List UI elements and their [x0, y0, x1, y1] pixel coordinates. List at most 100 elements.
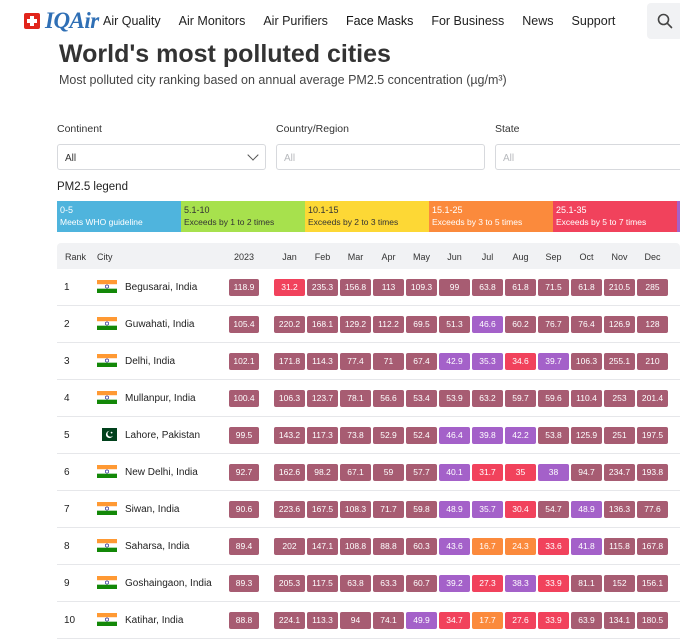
nav-air-monitors[interactable]: Air Monitors [178, 14, 246, 28]
monthly-value-cell: 94 [340, 612, 371, 629]
monthly-value-cell: 205.3 [274, 575, 305, 592]
header-month: Mar [347, 252, 364, 262]
table-row[interactable]: 4 Mullanpur, India 100.4 106.3 123.7 78.1 56.6… [57, 380, 680, 417]
city-link[interactable]: Siwan, India [125, 504, 180, 515]
monthly-value-cell: 60.2 [505, 316, 536, 333]
continent-value: All [65, 153, 77, 164]
monthly-value-cell: 81.1 [571, 575, 602, 592]
page-subtitle: Most polluted city ranking based on annu… [59, 73, 507, 87]
monthly-value-cell: 48.9 [439, 501, 470, 518]
monthly-value-cell: 33.9 [538, 612, 569, 629]
city-link[interactable]: Begusarai, India [125, 282, 198, 293]
city-link[interactable]: Saharsa, India [125, 541, 190, 552]
monthly-value-cell: 162.6 [274, 464, 305, 481]
city-link[interactable]: Guwahati, India [125, 319, 195, 330]
state-select[interactable]: All [495, 144, 680, 170]
india-flag-icon [97, 502, 117, 515]
monthly-value-cell: 24.3 [505, 538, 536, 555]
india-flag-icon [97, 576, 117, 589]
top-navigation-bar: IQAir Air Quality Air Monitors Air Purif… [0, 0, 680, 42]
monthly-value-cell: 35 [505, 464, 536, 481]
header-month: Aug [512, 252, 529, 262]
header-year: 2023 [233, 252, 255, 262]
annual-average-cell: 99.5 [229, 427, 259, 444]
monthly-value-cell: 143.2 [274, 427, 305, 444]
monthly-value-cell: 35.3 [472, 353, 503, 370]
nav-news[interactable]: News [522, 14, 554, 28]
monthly-value-cell: 147.1 [307, 538, 338, 555]
monthly-value-cell: 59.7 [505, 390, 536, 407]
logo-text: IQAir [45, 8, 99, 33]
monthly-value-cell: 106.3 [274, 390, 305, 407]
monthly-value-cell: 99 [439, 279, 470, 296]
monthly-value-cell: 117.3 [307, 427, 338, 444]
nav-air-purifiers[interactable]: Air Purifiers [263, 14, 328, 28]
monthly-value-cell: 63.3 [373, 575, 404, 592]
legend-range: 10.1-15 [308, 205, 339, 215]
table-row[interactable]: 1 Begusarai, India 118.9 31.2 235.3 156.8 113 1… [57, 269, 680, 306]
table-row[interactable]: 6 New Delhi, India 92.7 162.6 98.2 67.1 59 57.7… [57, 454, 680, 491]
table-row[interactable]: 3 Delhi, India 102.1 171.8 114.3 77.4 71 67.4 42… [57, 343, 680, 380]
legend-range: 15.1-25 [432, 205, 463, 215]
country-placeholder: All [284, 153, 296, 164]
monthly-value-cell: 52.9 [373, 427, 404, 444]
table-row[interactable]: 7 Siwan, India 90.6 223.6 167.5 108.3 71.7 59.8… [57, 491, 680, 528]
monthly-value-cell: 67.1 [340, 464, 371, 481]
city-link[interactable]: Katihar, India [125, 615, 184, 626]
monthly-value-cell: 77.6 [637, 501, 668, 518]
india-flag-icon [97, 613, 117, 626]
annual-average-cell: 105.4 [229, 316, 259, 333]
monthly-value-cell: 40.1 [439, 464, 470, 481]
monthly-value-cell: 52.4 [406, 427, 437, 444]
nav-air-quality[interactable]: Air Quality [103, 14, 161, 28]
monthly-value-cell: 38 [538, 464, 569, 481]
table-row[interactable]: 5 Lahore, Pakistan 99.5 143.2 117.3 73.8 52.9 5… [57, 417, 680, 454]
monthly-value-cell: 210 [637, 353, 668, 370]
nav-face-masks[interactable]: Face Masks [345, 14, 414, 28]
nav-for-business[interactable]: For Business [431, 14, 505, 28]
table-row[interactable]: 8 Saharsa, India 89.4 202 147.1 108.8 88.8 60.3… [57, 528, 680, 565]
country-select[interactable]: All [276, 144, 485, 170]
city-link[interactable]: Goshaingaon, India [125, 578, 212, 589]
annual-average-cell: 89.4 [229, 538, 259, 555]
monthly-value-cell: 33.6 [538, 538, 569, 555]
monthly-value-cell: 42.9 [439, 353, 470, 370]
monthly-value-cell: 108.8 [340, 538, 371, 555]
annual-average-cell: 88.8 [229, 612, 259, 629]
city-link[interactable]: Delhi, India [125, 356, 176, 367]
monthly-value-cell: 59.8 [406, 501, 437, 518]
monthly-value-cell: 180.5 [637, 612, 668, 629]
search-button[interactable] [647, 3, 680, 39]
table-row[interactable]: 2 Guwahati, India 105.4 220.2 168.1 129.2 112.… [57, 306, 680, 343]
monthly-value-cell: 285 [637, 279, 668, 296]
legend-segment: 5.1-10 Exceeds by 1 to 2 times [181, 201, 305, 232]
monthly-value-cell: 31.2 [274, 279, 305, 296]
pakistan-flag-icon [97, 428, 117, 441]
header-month: May [412, 252, 430, 262]
monthly-value-cell: 210.5 [604, 279, 635, 296]
city-link[interactable]: New Delhi, India [125, 467, 198, 478]
monthly-value-cell: 35.7 [472, 501, 503, 518]
monthly-value-cell: 30.4 [505, 501, 536, 518]
header-month: Jan [282, 252, 297, 262]
header-month: Oct [579, 252, 594, 262]
legend-segment: 10.1-15 Exceeds by 2 to 3 times [305, 201, 429, 232]
monthly-value-cell: 63.8 [340, 575, 371, 592]
monthly-value-cell: 43.6 [439, 538, 470, 555]
table-header: Rank City 2023 Jan Feb Mar Apr May Jun Jul Aug S… [57, 243, 680, 269]
chevron-down-icon [247, 149, 259, 161]
iqair-logo[interactable]: IQAir [24, 9, 99, 33]
continent-select[interactable]: All [57, 144, 266, 170]
monthly-value-cell: 49.9 [406, 612, 437, 629]
monthly-value-cell: 167.8 [637, 538, 668, 555]
legend-description: Exceeds by 5 to 7 times [556, 217, 647, 227]
city-link[interactable]: Lahore, Pakistan [125, 430, 201, 441]
monthly-value-cell: 41.8 [571, 538, 602, 555]
table-row[interactable]: 9 Goshaingaon, India 89.3 205.3 117.5 63.8 63.… [57, 565, 680, 602]
nav-support[interactable]: Support [571, 14, 616, 28]
monthly-value-cell: 113.3 [307, 612, 338, 629]
india-flag-icon [97, 317, 117, 330]
city-link[interactable]: Mullanpur, India [125, 393, 196, 404]
monthly-value-cell: 112.2 [373, 316, 404, 333]
table-row[interactable]: 10 Katihar, India 88.8 224.1 113.3 94 74.1 49.9… [57, 602, 680, 639]
